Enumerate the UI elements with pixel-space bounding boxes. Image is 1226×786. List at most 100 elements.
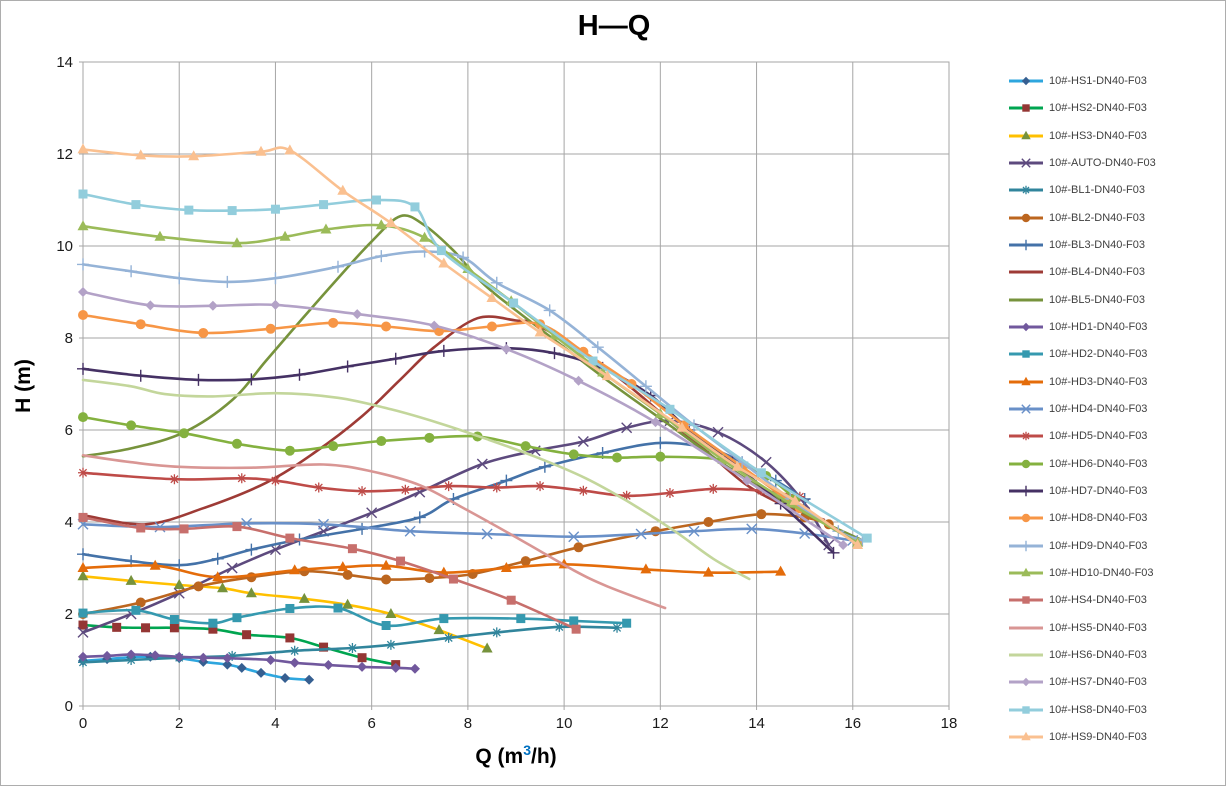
x-tick-label: 4 xyxy=(271,715,279,732)
legend-label: 10#-AUTO-DN40-F03 xyxy=(1049,157,1156,169)
series xyxy=(77,219,864,547)
legend-label: 10#-HS7-DN40-F03 xyxy=(1049,676,1147,689)
series-line xyxy=(81,623,397,666)
series xyxy=(78,649,420,674)
legend-label: 10#-HS6-DN40-F03 xyxy=(1049,649,1147,661)
legend-item: 10#-HD3-DN40-F03 xyxy=(1008,375,1147,389)
legend-item: 10#-HS3-DN40-F03 xyxy=(1008,129,1147,143)
legend-marker-icon xyxy=(1009,298,1043,302)
legend-marker-icon xyxy=(1009,213,1043,222)
x-tick-label: 10 xyxy=(556,715,573,732)
legend-item: 10#-HD8-DN40-F03 xyxy=(1008,511,1147,525)
legend-marker-icon xyxy=(1009,678,1043,687)
series xyxy=(78,189,872,543)
legend-label: 10#-HS1-DN40-F03 xyxy=(1049,75,1147,87)
legend-marker-icon xyxy=(1009,731,1043,741)
series-line xyxy=(81,378,751,581)
legend-label: 10#-HD5-DN40-F03 xyxy=(1049,430,1148,443)
legend-item: 10#-HS7-DN40-F03 xyxy=(1008,675,1147,689)
legend-marker-icon xyxy=(1009,350,1043,359)
legend-item: 10#-HD4-DN40-F03 xyxy=(1008,402,1147,416)
legend-label: 10#-HD2-DN40-F03 xyxy=(1049,348,1148,361)
x-tick-label: 6 xyxy=(367,715,375,732)
legend-marker-icon xyxy=(1009,626,1043,630)
series-line xyxy=(81,415,797,501)
legend-marker-icon xyxy=(1009,322,1043,332)
series-line xyxy=(81,454,667,610)
legend-label: 10#-HD7-DN40-F03 xyxy=(1049,485,1148,497)
y-tick-label: 2 xyxy=(65,606,73,623)
legend-item: 10#-HS1-DN40-F03 xyxy=(1008,74,1147,88)
series-line xyxy=(81,471,802,498)
series xyxy=(77,143,864,549)
legend-item: 10#-BL1-DN40-F03 xyxy=(1008,183,1145,197)
legend-label: 10#-BL5-DN40-F03 xyxy=(1049,293,1145,306)
legend-marker-icon xyxy=(1009,653,1043,657)
legend-item: 10#-HS4-DN40-F03 xyxy=(1008,593,1147,607)
x-tick-label: 2 xyxy=(175,715,183,732)
legend-label: 10#-HD8-DN40-F03 xyxy=(1049,512,1148,525)
x-axis-label-sup: 3 xyxy=(523,742,531,758)
series xyxy=(78,512,581,634)
legend-marker-icon xyxy=(1009,705,1043,714)
y-tick-label: 14 xyxy=(56,54,73,71)
legend-marker-icon xyxy=(1009,158,1043,168)
series-line xyxy=(81,575,489,650)
legend-item: 10#-HS8-DN40-F03 xyxy=(1008,703,1147,717)
legend-item: 10#-HS5-DN40-F03 xyxy=(1008,621,1147,635)
legend-label: 10#-BL3-DN40-F03 xyxy=(1049,239,1145,251)
y-tick-label: 6 xyxy=(65,422,73,439)
legend-item: 10#-HD2-DN40-F03 xyxy=(1008,347,1147,361)
legend-label: 10#-HD9-DN40-F03 xyxy=(1049,539,1148,552)
series xyxy=(78,287,849,550)
legend-marker-icon xyxy=(1009,270,1043,274)
y-tick-label: 8 xyxy=(65,330,73,347)
legend-marker-icon xyxy=(1009,130,1043,139)
legend-label: 10#-HS5-DN40-F03 xyxy=(1049,621,1147,634)
legend-item: 10#-BL4-DN40-F03 xyxy=(1008,265,1145,279)
gridlines: 0 2 4 6 8 10 12 14 16 18 0 2 4 6 8 10 12 14 xyxy=(56,54,957,732)
legend-label: 10#-HD3-DN40-F03 xyxy=(1049,375,1148,388)
legend-label: 10#-HD10-DN40-F03 xyxy=(1049,567,1154,579)
legend-item: 10#-HD6-DN40-F03 xyxy=(1008,457,1147,471)
legend-marker-icon xyxy=(1009,514,1043,523)
legend-item: 10#-HD1-DN40-F03 xyxy=(1008,320,1147,334)
series xyxy=(81,378,751,581)
x-tick-label: 12 xyxy=(652,715,669,732)
legend-label: 10#-BL4-DN40-F03 xyxy=(1049,266,1145,279)
x-tick-label: 16 xyxy=(844,715,861,732)
series xyxy=(81,454,667,610)
x-axis-label: Q (m3/h) xyxy=(83,742,949,769)
series-line xyxy=(81,562,782,579)
legend-label: 10#-HD4-DN40-F03 xyxy=(1049,403,1148,415)
legend-label: 10#-HS4-DN40-F03 xyxy=(1049,594,1147,607)
legend-item: 10#-HD7-DN40-F03 xyxy=(1008,484,1147,498)
series-line xyxy=(81,290,845,547)
legend-item: 10#-AUTO-DN40-F03 xyxy=(1008,156,1156,170)
legend-marker-icon xyxy=(1009,239,1043,251)
legend-label: 10#-HS8-DN40-F03 xyxy=(1049,703,1147,716)
legend-label: 10#-HS3-DN40-F03 xyxy=(1049,129,1147,142)
legend-marker-icon xyxy=(1009,376,1043,385)
series xyxy=(78,603,632,630)
series xyxy=(77,570,493,653)
x-axis-label-post: /h) xyxy=(530,745,557,768)
legend-label: 10#-HS9-DN40-F03 xyxy=(1049,731,1147,743)
legend-marker-icon xyxy=(1009,104,1043,113)
legend-marker-icon xyxy=(1009,540,1043,551)
legend-marker-icon xyxy=(1009,432,1043,441)
legend-item: 10#-HD9-DN40-F03 xyxy=(1008,539,1147,553)
legend-label: 10#-HD6-DN40-F03 xyxy=(1049,457,1148,470)
legend-marker-icon xyxy=(1009,485,1043,497)
x-tick-label: 0 xyxy=(79,715,87,732)
legend-item: 10#-BL5-DN40-F03 xyxy=(1008,293,1145,307)
y-tick-label: 0 xyxy=(65,698,73,715)
plot-border xyxy=(82,61,950,707)
legend-label: 10#-HD1-DN40-F03 xyxy=(1049,321,1148,333)
chart-title: H—Q xyxy=(577,10,651,42)
legend-marker-icon xyxy=(1009,404,1043,414)
legend-item: 10#-HD5-DN40-F03 xyxy=(1008,429,1147,443)
legend-label: 10#-BL1-DN40-F03 xyxy=(1049,184,1145,197)
